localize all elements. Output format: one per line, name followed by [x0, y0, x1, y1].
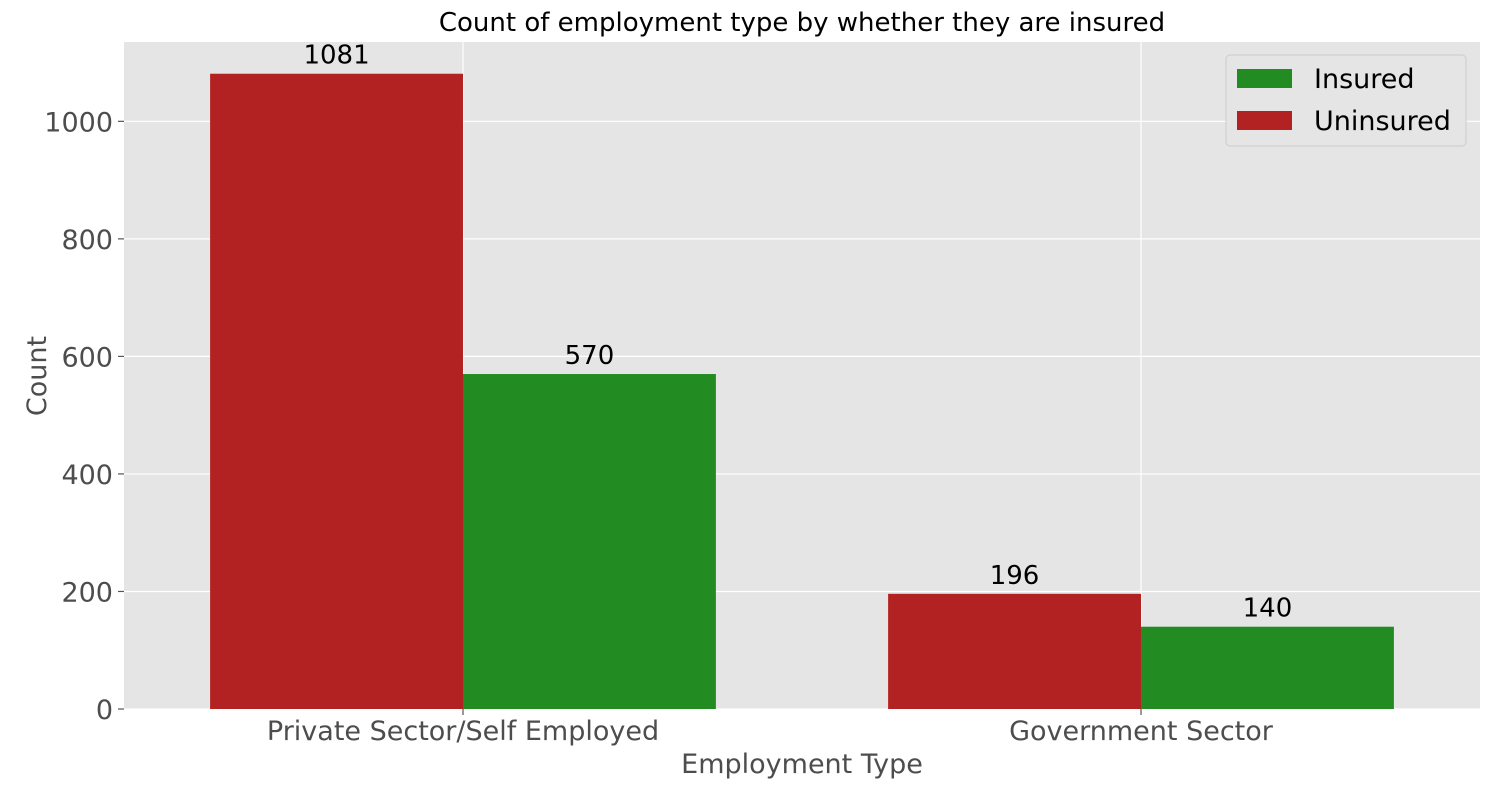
x-axis-label: Employment Type [681, 749, 923, 780]
x-tick-label: Private Sector/Self Employed [267, 716, 659, 747]
y-axis-ticks: 0 200 400 600 800 1000 [44, 107, 124, 726]
chart-title: Count of employment type by whether they… [439, 8, 1165, 38]
data-labels: 1081 570 196 140 [303, 41, 1292, 624]
data-label: 196 [990, 561, 1040, 591]
data-label: 570 [565, 341, 615, 371]
y-tick-label: 0 [96, 695, 113, 726]
bar-insured [1141, 626, 1394, 709]
x-axis-ticks: Private Sector/Self Employed Government S… [267, 709, 1274, 747]
bar-uninsured [888, 593, 1141, 709]
legend-swatch-uninsured [1237, 111, 1292, 130]
bar-insured [463, 374, 716, 709]
data-label: 140 [1243, 594, 1293, 624]
bars [210, 73, 1394, 710]
legend-label-insured: Insured [1314, 64, 1415, 95]
y-tick-label: 1000 [44, 107, 113, 138]
x-tick-label: Government Sector [1009, 716, 1274, 747]
legend-label-uninsured: Uninsured [1314, 106, 1451, 137]
legend-swatch-insured [1237, 69, 1292, 88]
legend: Insured Uninsured [1225, 54, 1467, 147]
y-tick-label: 200 [61, 577, 113, 608]
y-tick-label: 400 [61, 460, 113, 491]
data-label: 1081 [303, 41, 369, 71]
bar-uninsured [210, 73, 463, 710]
y-tick-label: 800 [61, 225, 113, 256]
y-axis-label: Count [22, 336, 53, 416]
y-tick-label: 600 [61, 342, 113, 373]
